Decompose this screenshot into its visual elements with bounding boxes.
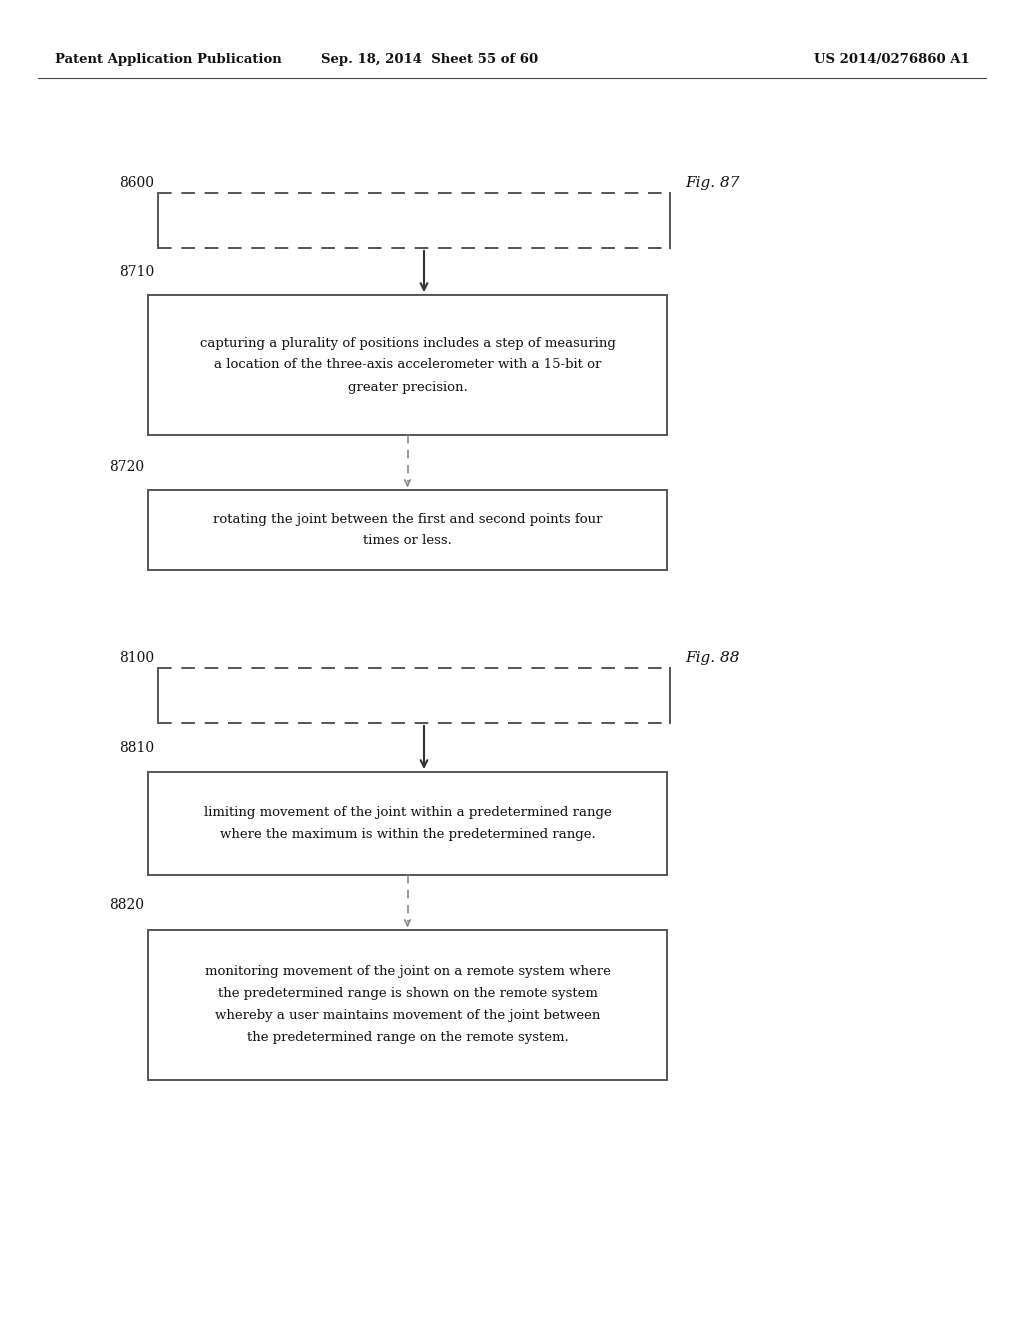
- Text: Fig. 88: Fig. 88: [685, 651, 740, 665]
- Bar: [148, 772, 667, 875]
- Text: 8710: 8710: [119, 265, 154, 279]
- Text: 8600: 8600: [119, 176, 154, 190]
- Bar: [148, 294, 667, 436]
- Text: Sep. 18, 2014  Sheet 55 of 60: Sep. 18, 2014 Sheet 55 of 60: [322, 54, 539, 66]
- Text: monitoring movement of the joint on a remote system where
the predetermined rang: monitoring movement of the joint on a re…: [205, 965, 610, 1044]
- Text: 8820: 8820: [109, 898, 144, 912]
- Text: capturing a plurality of positions includes a step of measuring
a location of th: capturing a plurality of positions inclu…: [200, 337, 615, 393]
- Text: rotating the joint between the first and second points four
times or less.: rotating the joint between the first and…: [213, 512, 602, 548]
- Text: limiting movement of the joint within a predetermined range
where the maximum is: limiting movement of the joint within a …: [204, 807, 611, 841]
- Text: 8720: 8720: [109, 459, 144, 474]
- Bar: [148, 931, 667, 1080]
- Text: Patent Application Publication: Patent Application Publication: [55, 54, 282, 66]
- Text: US 2014/0276860 A1: US 2014/0276860 A1: [814, 54, 970, 66]
- Text: Fig. 87: Fig. 87: [685, 176, 740, 190]
- Text: 8810: 8810: [119, 741, 154, 755]
- Bar: [148, 490, 667, 570]
- Text: 8100: 8100: [119, 651, 154, 665]
